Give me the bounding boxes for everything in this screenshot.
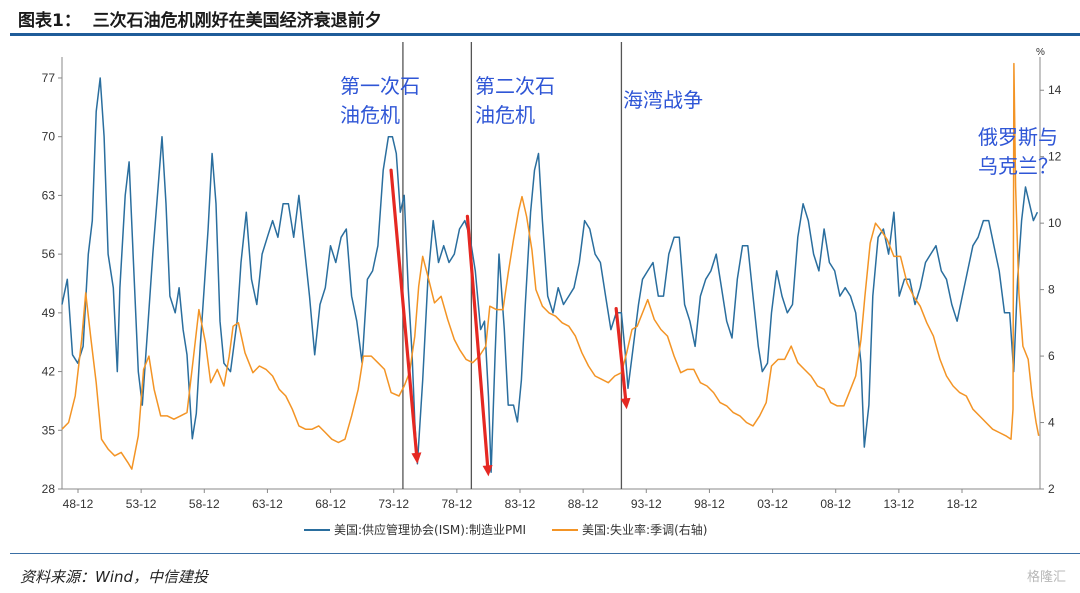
y-right-tick-label: 10	[1048, 216, 1062, 230]
footer-rule	[10, 553, 1080, 554]
x-tick-label: 03-12	[757, 497, 788, 511]
y-right-tick-label: 4	[1048, 416, 1055, 430]
arrows-group	[389, 168, 631, 477]
y-right-tick-label: 2	[1048, 482, 1055, 496]
x-tick-label: 48-12	[63, 497, 94, 511]
series-line-pmi	[61, 77, 1039, 473]
x-tick-label: 73-12	[378, 497, 409, 511]
y-left-tick-label: 70	[42, 130, 56, 144]
series-group	[61, 62, 1040, 473]
y-right-tick-label: 6	[1048, 349, 1055, 363]
y-left-tick-label: 35	[42, 423, 56, 437]
arrow-head	[620, 397, 631, 410]
arrow-head	[482, 465, 493, 477]
y-right-tick-label: 8	[1048, 283, 1055, 297]
y-left-tick-label: 28	[42, 482, 56, 496]
watermark: 格隆汇	[1026, 570, 1066, 585]
y-left-tick-label: 56	[42, 247, 56, 261]
annotation-label: 海湾战争	[623, 88, 703, 112]
x-tick-label: 63-12	[252, 497, 283, 511]
x-tick-label: 13-12	[884, 497, 915, 511]
annotation-label: 第一次石油危机	[340, 74, 420, 127]
x-tick-label: 88-12	[568, 497, 599, 511]
y-left-tick-label: 49	[42, 306, 56, 320]
annotation-label: 第二次石油危机	[475, 74, 555, 127]
y-left-tick-label: 63	[42, 188, 56, 202]
legend-label-pmi: 美国:供应管理协会(ISM):制造业PMI	[334, 522, 526, 537]
arrow-shaft	[389, 168, 419, 455]
legend-label-unemployment: 美国:失业率:季调(右轴)	[582, 522, 707, 537]
x-tick-label: 68-12	[315, 497, 346, 511]
x-tick-label: 53-12	[126, 497, 157, 511]
arrow-shaft	[465, 214, 490, 468]
axes: 28 35 42 49 56 63 70 77 2 4 6 8 10 12 14% 48-12 53-12 58-…	[42, 47, 1062, 511]
annotation-line: 油危机	[475, 103, 535, 127]
y-right-unit: %	[1036, 47, 1045, 58]
y-right-tick-label: 14	[1048, 83, 1062, 97]
annotation-line: 乌克兰？	[978, 154, 1058, 178]
title-rule	[10, 33, 1080, 36]
x-tick-label: 58-12	[189, 497, 220, 511]
x-tick-label: 83-12	[505, 497, 536, 511]
source-note: 资料来源：Wind，中信建投	[20, 568, 209, 586]
x-tick-label: 18-12	[947, 497, 978, 511]
annotation-line: 第二次石	[475, 74, 555, 98]
annotation-line: 海湾战争	[623, 88, 703, 112]
annotation-line: 俄罗斯与	[978, 125, 1058, 149]
x-tick-label: 08-12	[820, 497, 851, 511]
x-tick-label: 98-12	[694, 497, 725, 511]
annotation-line: 油危机	[340, 103, 400, 127]
annotation-label: 俄罗斯与乌克兰？	[978, 125, 1058, 178]
figure-title: 图表1： 三次石油危机刚好在美国经济衰退前夕	[18, 11, 382, 31]
arrow-head	[411, 452, 422, 464]
y-left-tick-label: 77	[42, 71, 56, 85]
y-left-tick-label: 42	[42, 365, 56, 379]
x-tick-label: 93-12	[631, 497, 662, 511]
annotation-line: 第一次石	[340, 74, 420, 98]
series-line-unemployment	[61, 62, 1040, 470]
x-tick-label: 78-12	[442, 497, 473, 511]
arrow-shaft	[614, 307, 628, 400]
legend: 美国:供应管理协会(ISM):制造业PMI 美国:失业率:季调(右轴)	[304, 522, 707, 537]
y-right-tick-label: 12	[1048, 150, 1062, 164]
